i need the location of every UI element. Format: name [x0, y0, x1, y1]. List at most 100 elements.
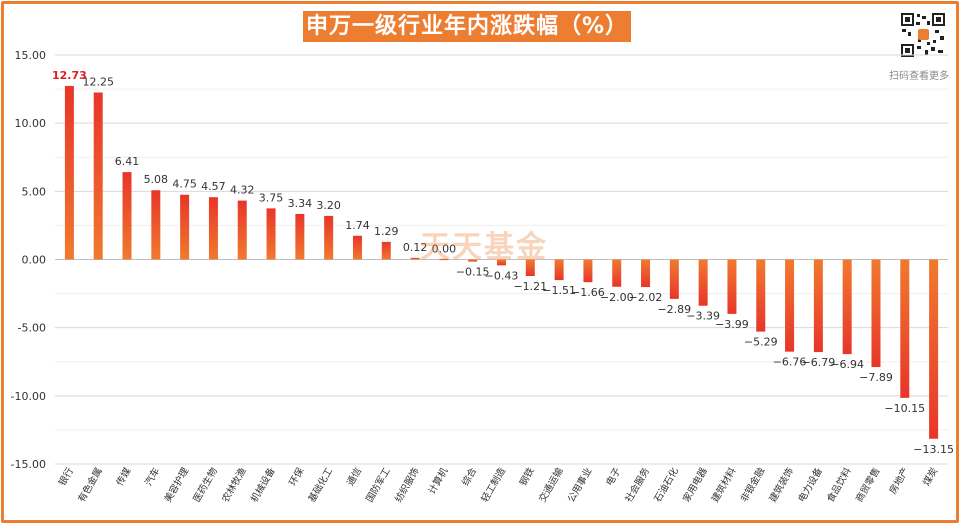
x-tick-label: 纺织服饰	[392, 466, 421, 505]
data-label: 5.08	[144, 173, 169, 186]
bar	[208, 197, 218, 260]
y-tick-label: -10.00	[11, 390, 46, 403]
bar	[266, 208, 276, 260]
data-label: 1.29	[374, 225, 399, 238]
data-label: 1.74	[345, 219, 370, 232]
data-label: 0.12	[403, 241, 428, 254]
data-label: −6.94	[830, 358, 864, 371]
bar	[727, 259, 737, 314]
x-tick-label: 机械设备	[248, 465, 278, 504]
x-tick-label: 公用事业	[565, 466, 594, 505]
x-tick-label: 非银金融	[738, 465, 768, 504]
bar	[180, 194, 190, 260]
bar	[612, 259, 622, 287]
x-tick-label: 汽车	[143, 466, 163, 488]
bar	[929, 259, 939, 439]
bar	[813, 259, 823, 353]
y-tick-label: -15.00	[11, 458, 46, 471]
data-label: −1.66	[571, 286, 605, 299]
x-tick-label: 有色金属	[75, 466, 104, 505]
x-tick-label: 社会服务	[623, 465, 653, 504]
x-tick-label: 商贸零售	[853, 466, 882, 505]
bar	[698, 259, 708, 306]
data-label: −0.15	[456, 266, 490, 279]
bar	[842, 259, 852, 355]
data-label: −5.29	[744, 336, 778, 349]
bar	[410, 257, 420, 260]
x-axis: 银行 有色金属 传媒 汽车 美容护理 医药生物 农林牧渔 机械设备 环保 基础化工 通信 国防军工 纺织…	[56, 465, 940, 504]
chart-title: 申万一级行业年内涨跌幅（%）	[303, 11, 631, 42]
bar	[352, 235, 362, 260]
x-tick-label: 基础化工	[306, 465, 336, 504]
data-label: 3.20	[316, 199, 341, 212]
x-tick-label: 医药生物	[191, 465, 221, 504]
x-tick-label: 银行	[56, 465, 76, 488]
bar	[237, 200, 247, 260]
y-axis: 15.00 10.00 5.00 0.00 -5.00 -10.00 -15.00	[11, 49, 46, 471]
data-label: 0.00	[432, 243, 457, 256]
data-label: −6.76	[773, 356, 807, 369]
x-tick-label: 电力设备	[796, 465, 826, 504]
y-tick-label: -5.00	[18, 322, 46, 335]
x-tick-label: 家用电器	[680, 465, 710, 504]
data-label: −13.15	[913, 443, 954, 456]
bar	[583, 259, 593, 283]
data-label: −3.99	[715, 318, 749, 331]
x-tick-label: 环保	[287, 465, 307, 488]
x-tick-label: 食品饮料	[824, 465, 854, 504]
x-tick-label: 传媒	[114, 465, 134, 488]
bar	[871, 259, 881, 368]
x-tick-label: 交通运输	[536, 465, 566, 504]
data-label: −6.79	[802, 356, 836, 369]
x-tick-label: 国防军工	[363, 465, 393, 504]
bar	[439, 258, 449, 261]
data-label: −10.15	[884, 402, 925, 415]
x-tick-label: 轻工制造	[479, 465, 509, 504]
bar	[497, 259, 506, 266]
x-tick-label: 综合	[459, 465, 479, 488]
data-label: −2.02	[629, 291, 663, 304]
bar-series	[64, 85, 939, 439]
x-tick-label: 钢铁	[517, 465, 537, 488]
data-label: −2.89	[657, 303, 691, 316]
data-label: 4.57	[201, 180, 226, 193]
x-tick-label: 农林牧渔	[219, 465, 249, 504]
y-tick-label: 0.00	[22, 254, 47, 267]
bar	[295, 213, 305, 260]
bar	[641, 259, 651, 288]
bar	[381, 241, 391, 260]
x-tick-label: 建筑材料	[709, 465, 739, 504]
bar	[122, 172, 132, 260]
data-label: 4.32	[230, 184, 255, 197]
data-label: −1.21	[513, 280, 547, 293]
x-tick-label: 房地产	[887, 466, 912, 497]
bar	[93, 92, 103, 260]
data-label: −7.89	[859, 371, 893, 384]
bar	[785, 259, 795, 352]
x-tick-label: 电子	[603, 465, 623, 488]
x-tick-label: 石油石化	[652, 465, 682, 504]
data-label: 12.73	[52, 69, 87, 82]
data-label: 4.75	[172, 178, 197, 191]
data-label: 6.41	[115, 155, 140, 168]
bar	[900, 259, 910, 398]
qr-code-icon[interactable]	[900, 12, 946, 58]
x-tick-label: 建筑装饰	[767, 466, 796, 505]
data-label: −1.51	[542, 284, 576, 297]
bar	[756, 259, 766, 332]
qr-caption: 扫码查看更多	[889, 71, 949, 82]
watermark: 天天基金	[420, 230, 548, 265]
bar	[525, 259, 535, 276]
bar	[324, 215, 334, 260]
data-label: 3.34	[288, 197, 313, 210]
x-tick-label: 美容护理	[162, 465, 192, 504]
y-tick-label: 15.00	[15, 49, 47, 62]
bar	[554, 259, 564, 281]
x-tick-label: 煤炭	[920, 465, 940, 488]
y-tick-label: 5.00	[22, 185, 47, 198]
data-label: 12.25	[82, 75, 114, 88]
bar	[669, 259, 679, 299]
